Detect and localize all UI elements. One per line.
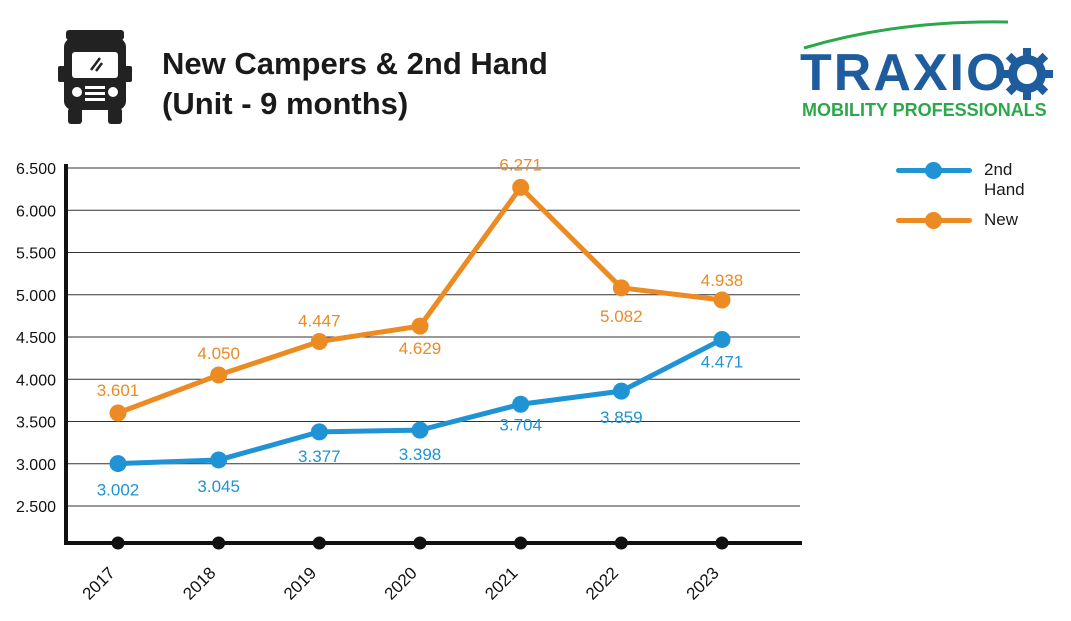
x-tick-marker — [413, 536, 427, 550]
x-tick-label: 2020 — [381, 563, 421, 603]
traxio-logo: TRAXIO MOBILITY PROFESSIONALS — [800, 20, 1053, 120]
data-label: 6.271 — [499, 155, 542, 174]
data-label: 3.377 — [298, 447, 341, 466]
x-tick-marker — [312, 536, 326, 550]
y-tick-label: 6.500 — [16, 161, 56, 178]
data-point — [512, 395, 530, 413]
x-tick-marker — [514, 536, 528, 550]
data-point — [411, 317, 429, 335]
series-line-2nd-hand — [117, 337, 724, 467]
legend-swatch-dot — [925, 162, 942, 179]
x-tick-label: 2022 — [582, 563, 622, 603]
data-point — [713, 330, 731, 348]
data-label: 3.601 — [97, 381, 140, 400]
data-label: 3.704 — [499, 415, 542, 434]
data-label: 3.045 — [197, 477, 240, 496]
x-tick-marker — [715, 536, 729, 550]
legend-swatch-dot — [925, 212, 942, 229]
y-tick-label: 4.000 — [16, 372, 56, 389]
logo-brand: TRAXIO — [800, 44, 1008, 102]
data-label: 3.002 — [97, 481, 140, 500]
title-line-2: (Unit - 9 months) — [162, 86, 409, 121]
data-label: 4.447 — [298, 311, 341, 330]
x-tick-label: 2019 — [280, 563, 320, 603]
camper-icon — [58, 30, 132, 124]
x-tick-label: 2017 — [79, 563, 119, 603]
title-line-1: New Campers & 2nd Hand — [162, 46, 548, 81]
data-point — [713, 291, 731, 309]
x-tick-marker — [212, 536, 226, 550]
y-tick-label: 5.000 — [16, 288, 56, 305]
data-label: 4.938 — [701, 271, 744, 290]
x-tick-marker — [614, 536, 628, 550]
data-point — [109, 404, 127, 422]
data-label: 3.398 — [399, 445, 442, 464]
gear-icon — [1001, 48, 1053, 100]
data-point — [612, 382, 630, 400]
x-tick-label: 2023 — [683, 563, 723, 603]
data-point — [612, 279, 630, 297]
data-label: 5.082 — [600, 307, 643, 326]
series-line-new — [117, 184, 723, 416]
y-tick-label: 3.000 — [16, 457, 56, 474]
chart-title: New Campers & 2nd Hand (Unit - 9 months) — [162, 44, 548, 124]
y-tick-label: 4.500 — [16, 330, 56, 347]
data-point — [512, 178, 530, 196]
x-tick-label: 2021 — [481, 563, 521, 603]
data-point — [210, 451, 228, 469]
data-point — [310, 332, 328, 350]
data-label: 4.471 — [701, 352, 744, 371]
x-tick-marker — [111, 536, 125, 550]
legend-label: New — [984, 210, 1019, 229]
data-point — [210, 366, 228, 384]
y-tick-label: 3.500 — [16, 415, 56, 432]
x-tick-label: 2018 — [179, 563, 219, 603]
data-label: 3.859 — [600, 408, 643, 427]
data-point — [411, 421, 429, 439]
data-point — [109, 455, 127, 473]
data-point — [310, 423, 328, 441]
logo-tagline: MOBILITY PROFESSIONALS — [802, 100, 1047, 120]
data-label: 4.050 — [197, 344, 240, 363]
legend-label: 2nd Hand — [984, 160, 1025, 199]
data-label: 4.629 — [399, 339, 442, 358]
y-tick-label: 2.500 — [16, 499, 56, 516]
y-tick-label: 5.500 — [16, 246, 56, 263]
y-tick-label: 6.000 — [16, 203, 56, 220]
